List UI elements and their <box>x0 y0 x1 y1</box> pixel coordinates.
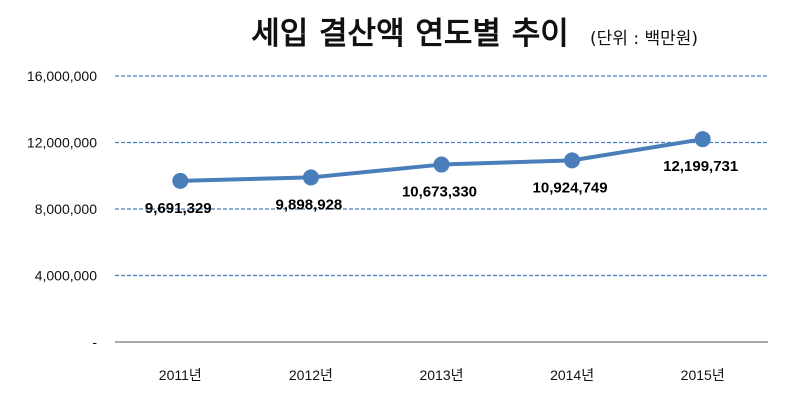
x-tick-label: 2012년 <box>289 367 333 383</box>
data-labels: 9,691,329 9,898,928 10,673,330 10,924,749 12… <box>145 158 738 217</box>
x-tick-label: 2013년 <box>419 367 463 383</box>
data-label: 10,673,330 <box>402 184 477 201</box>
y-tick-label: - <box>92 334 97 350</box>
x-tick-label: 2014년 <box>550 367 594 383</box>
data-point <box>302 169 319 186</box>
x-axis-ticks: 2011년 2012년 2013년 2014년 2015년 <box>159 367 725 383</box>
data-point <box>564 152 581 169</box>
x-tick-label: 2015년 <box>681 367 725 383</box>
y-axis-ticks: - 4,000,000 8,000,000 12,000,000 16,000,000 <box>27 68 97 350</box>
data-label: 9,691,329 <box>145 200 212 217</box>
y-tick-label: 8,000,000 <box>35 201 97 217</box>
x-tick-label: 2011년 <box>159 367 202 383</box>
y-tick-label: 12,000,000 <box>27 135 97 151</box>
chart-title: 세입 결산액 연도별 추이 <box>251 16 569 52</box>
unit-note: (단위 : 백만원) <box>590 29 698 49</box>
data-label: 9,898,928 <box>276 196 343 213</box>
series-group <box>172 131 711 189</box>
y-tick-label: 16,000,000 <box>27 68 97 84</box>
data-label: 12,199,731 <box>663 158 738 175</box>
data-point <box>694 131 711 148</box>
data-point <box>433 156 450 173</box>
data-label: 10,924,749 <box>533 179 608 196</box>
gridlines <box>115 75 768 343</box>
data-point <box>172 172 189 189</box>
y-tick-label: 4,000,000 <box>35 268 97 284</box>
